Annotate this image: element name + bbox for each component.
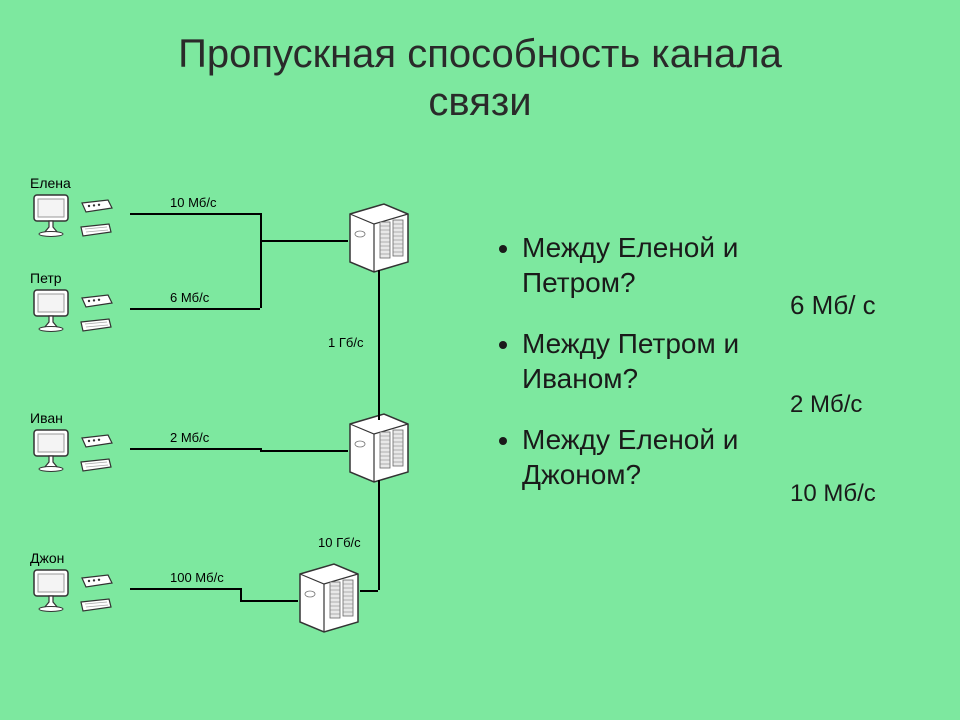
- answer-list: 6 Мб/ с 2 Мб/с 10 Мб/с: [790, 290, 950, 569]
- monitor-icon: [30, 288, 76, 337]
- question-list: Между Еленой и Петром? Между Петром и Ива…: [500, 230, 760, 518]
- keyboard-icon: [80, 223, 112, 242]
- workstation-2: Иван: [30, 410, 140, 477]
- user-name: Иван: [30, 410, 140, 426]
- user-name: Джон: [30, 550, 140, 566]
- question-item: Между Еленой и Джоном?: [522, 422, 760, 492]
- monitor-icon: [30, 428, 76, 477]
- monitor-icon: [30, 568, 76, 617]
- link-speed-label: 6 Мб/c: [170, 290, 209, 305]
- link-speed-label: 10 Мб/c: [170, 195, 216, 210]
- modem-icon: [80, 293, 114, 314]
- server-icon: [340, 200, 416, 276]
- keyboard-icon: [80, 598, 112, 617]
- modem-icon: [80, 573, 114, 594]
- monitor-icon: [30, 193, 76, 242]
- server-icon: [340, 410, 416, 486]
- user-name: Елена: [30, 175, 140, 191]
- link-speed-label: 1 Гб/c: [328, 335, 363, 350]
- link-speed-label: 10 Гб/c: [318, 535, 361, 550]
- workstation-0: Елена: [30, 175, 140, 242]
- link-speed-label: 2 Мб/c: [170, 430, 209, 445]
- answer-item: 10 Мб/с: [790, 480, 950, 509]
- keyboard-icon: [80, 318, 112, 337]
- keyboard-icon: [80, 458, 112, 477]
- user-name: Петр: [30, 270, 140, 286]
- network-diagram: Елена Петр: [10, 170, 480, 690]
- workstation-3: Джон: [30, 550, 140, 617]
- server-icon: [290, 560, 366, 636]
- answer-item: 2 Мб/с: [790, 391, 950, 420]
- answer-item: 6 Мб/ с: [790, 290, 950, 321]
- workstation-1: Петр: [30, 270, 140, 337]
- slide-title: Пропускная способность каналасвязи: [0, 0, 960, 126]
- modem-icon: [80, 198, 114, 219]
- modem-icon: [80, 433, 114, 454]
- question-item: Между Петром и Иваном?: [522, 326, 760, 396]
- question-item: Между Еленой и Петром?: [522, 230, 760, 300]
- link-speed-label: 100 Мб/c: [170, 570, 224, 585]
